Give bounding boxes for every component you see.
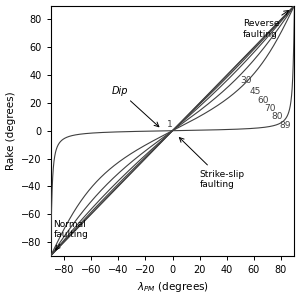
Text: 89: 89 (280, 121, 291, 130)
Text: 60: 60 (258, 96, 269, 105)
Text: Reverse
faulting: Reverse faulting (243, 11, 289, 39)
Text: 70: 70 (265, 104, 276, 113)
Text: Dip: Dip (112, 86, 159, 127)
Text: Strike-slip
faulting: Strike-slip faulting (179, 138, 245, 189)
Text: 45: 45 (250, 87, 261, 96)
Text: Normal
faulting: Normal faulting (53, 220, 88, 250)
Y-axis label: Rake (degrees): Rake (degrees) (6, 92, 16, 170)
Text: 30: 30 (240, 76, 252, 85)
Text: 1: 1 (167, 120, 173, 129)
Text: 80: 80 (272, 112, 283, 121)
X-axis label: $\lambda_{PM}$ (degrees): $\lambda_{PM}$ (degrees) (136, 280, 208, 294)
